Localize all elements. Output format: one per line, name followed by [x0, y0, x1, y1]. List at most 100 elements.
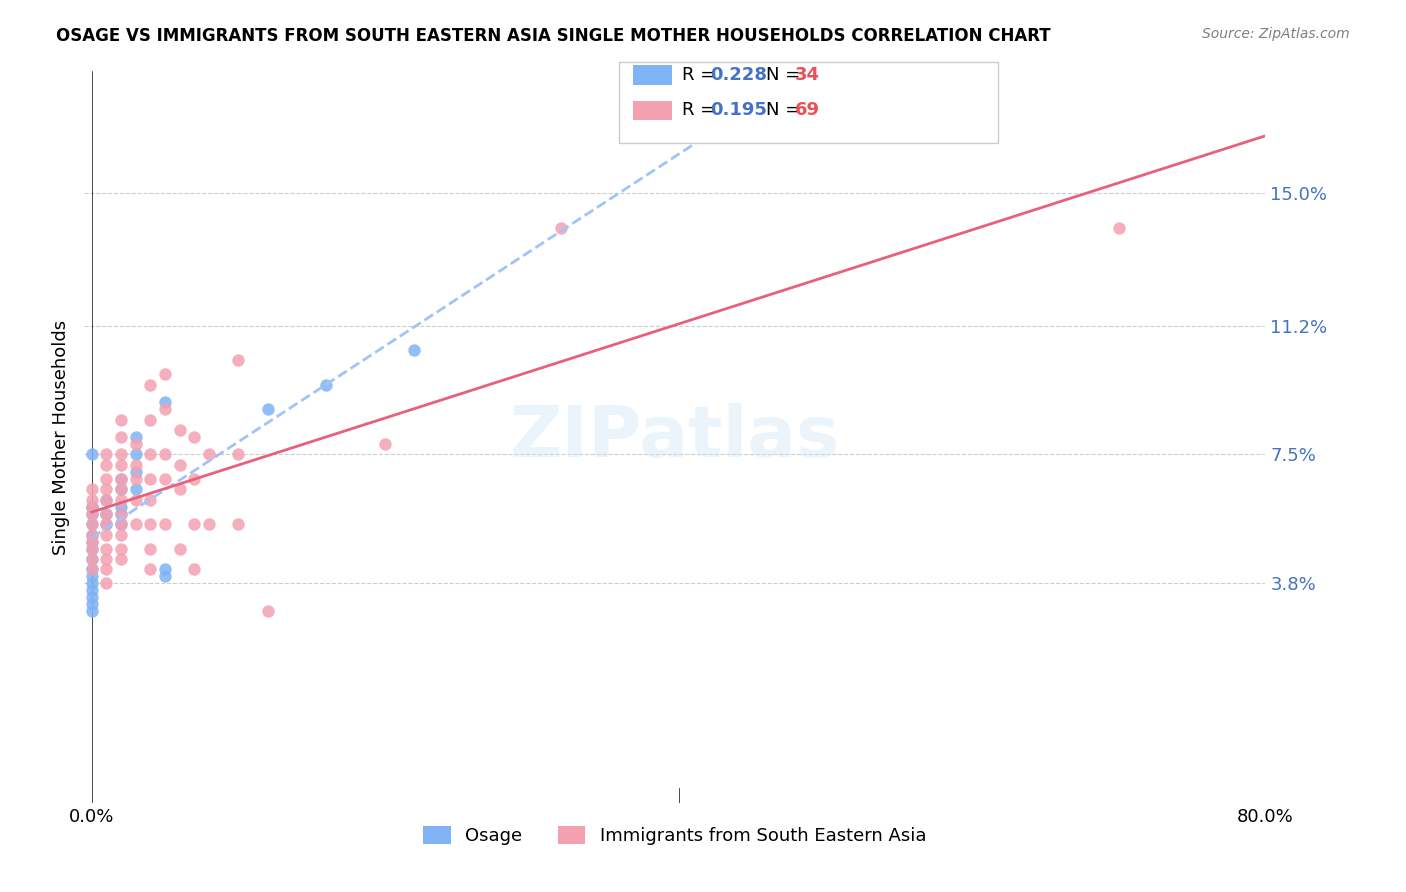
Point [96, 576, 118, 591]
Point [96, 541, 118, 556]
Point [139, 541, 162, 556]
Point [110, 483, 132, 497]
Point [110, 541, 132, 556]
Point [110, 483, 132, 497]
Point [110, 500, 132, 514]
Point [153, 395, 176, 409]
Point [110, 517, 132, 532]
Point [153, 472, 176, 486]
Point [80, 591, 103, 605]
Point [125, 492, 148, 507]
Point [169, 483, 191, 497]
Point [256, 402, 278, 417]
Point [183, 430, 205, 444]
Point [110, 492, 132, 507]
Point [139, 562, 162, 576]
Text: R =: R = [682, 101, 721, 119]
Point [125, 517, 148, 532]
Point [80, 604, 103, 618]
Point [125, 483, 148, 497]
Point [139, 517, 162, 532]
Point [80, 507, 103, 521]
Point [80, 500, 103, 514]
Point [153, 517, 176, 532]
Point [153, 448, 176, 462]
Point [96, 527, 118, 541]
Point [80, 517, 103, 532]
Legend: Osage, Immigrants from South Eastern Asia: Osage, Immigrants from South Eastern Asi… [416, 819, 934, 852]
Point [80, 534, 103, 549]
Point [110, 507, 132, 521]
Point [125, 430, 148, 444]
Point [110, 472, 132, 486]
Point [153, 368, 176, 382]
Text: 69: 69 [794, 101, 820, 119]
Point [80, 500, 103, 514]
Point [169, 541, 191, 556]
Point [96, 492, 118, 507]
Point [96, 492, 118, 507]
Point [80, 583, 103, 598]
Point [153, 569, 176, 583]
Y-axis label: Single Mother Households: Single Mother Households [52, 319, 70, 555]
Point [374, 437, 396, 451]
Point [110, 527, 132, 541]
Point [80, 569, 103, 583]
Point [96, 517, 118, 532]
Point [198, 517, 221, 532]
Point [125, 458, 148, 472]
Point [139, 492, 162, 507]
Point [153, 562, 176, 576]
Point [80, 597, 103, 611]
Point [228, 448, 250, 462]
Text: N =: N = [766, 101, 806, 119]
Point [125, 472, 148, 486]
Point [110, 412, 132, 426]
Text: Source: ZipAtlas.com: Source: ZipAtlas.com [1202, 27, 1350, 41]
Point [80, 507, 103, 521]
Point [315, 377, 337, 392]
Point [80, 492, 103, 507]
Point [110, 430, 132, 444]
Point [80, 541, 103, 556]
Point [80, 500, 103, 514]
Point [80, 552, 103, 566]
Point [80, 527, 103, 541]
Point [550, 221, 572, 235]
Point [80, 562, 103, 576]
Point [110, 458, 132, 472]
Point [169, 423, 191, 437]
Point [110, 448, 132, 462]
Point [110, 517, 132, 532]
Point [139, 472, 162, 486]
Point [96, 517, 118, 532]
Point [80, 448, 103, 462]
Point [153, 402, 176, 417]
Point [110, 552, 132, 566]
Text: OSAGE VS IMMIGRANTS FROM SOUTH EASTERN ASIA SINGLE MOTHER HOUSEHOLDS CORRELATION: OSAGE VS IMMIGRANTS FROM SOUTH EASTERN A… [56, 27, 1050, 45]
Point [1108, 221, 1130, 235]
Point [96, 458, 118, 472]
Point [96, 483, 118, 497]
Point [80, 527, 103, 541]
Point [404, 343, 426, 357]
Point [228, 517, 250, 532]
Point [183, 472, 205, 486]
Point [80, 517, 103, 532]
Point [139, 448, 162, 462]
Point [80, 562, 103, 576]
Point [139, 412, 162, 426]
Text: 0.228: 0.228 [710, 66, 768, 84]
Point [110, 507, 132, 521]
Point [96, 472, 118, 486]
Point [125, 437, 148, 451]
Point [80, 541, 103, 556]
Point [80, 483, 103, 497]
Point [169, 458, 191, 472]
Text: N =: N = [766, 66, 806, 84]
Point [80, 576, 103, 591]
Point [80, 552, 103, 566]
Point [96, 448, 118, 462]
Point [183, 517, 205, 532]
Point [256, 604, 278, 618]
